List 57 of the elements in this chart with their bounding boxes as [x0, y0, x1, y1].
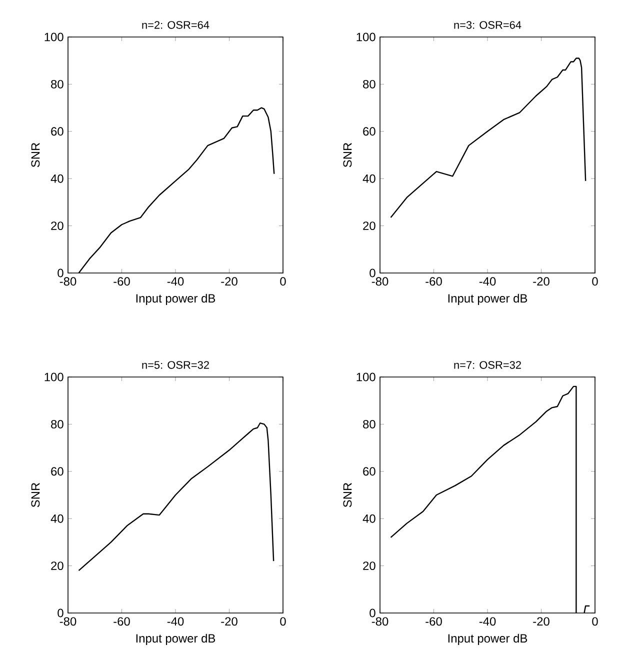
x-tick-label: -80: [372, 277, 388, 286]
x-tick-label: -40: [167, 277, 184, 286]
chart-title: n=2: OSR=64: [142, 21, 210, 29]
y-tick-label: 80: [363, 420, 376, 428]
x-tick-label: -20: [533, 617, 550, 626]
x-tick-label: -20: [221, 617, 238, 626]
y-tick-label: 60: [363, 127, 376, 136]
x-tick-label: -20: [533, 277, 550, 286]
y-tick-label: 0: [58, 608, 64, 618]
y-axis-title: SNR: [31, 142, 40, 168]
chart-title: n=5: OSR=32: [142, 361, 209, 369]
y-axis-title: SNR: [343, 142, 352, 168]
y-tick-label: 0: [58, 268, 64, 278]
x-tick-label: -20: [221, 277, 238, 286]
y-tick-label: 40: [50, 174, 64, 183]
y-tick-label: 80: [51, 80, 64, 88]
x-tick-label: -60: [426, 277, 442, 286]
y-tick-label: 60: [363, 467, 376, 476]
x-tick-label: -80: [60, 617, 76, 626]
x-axis-title: Input power dB: [448, 634, 528, 645]
y-tick-label: 0: [370, 608, 376, 618]
y-tick-label: 80: [51, 420, 64, 428]
x-tick-label: 0: [280, 617, 286, 626]
x-tick-label: -60: [114, 277, 130, 286]
y-tick-label: 100: [356, 372, 376, 382]
y-tick-label: 60: [51, 467, 64, 476]
x-tick-label: -80: [60, 277, 76, 286]
x-tick-label: -40: [167, 617, 184, 626]
y-tick-label: 80: [363, 80, 376, 88]
y-tick-label: 20: [363, 222, 376, 230]
x-axis-title: Input power dB: [136, 294, 216, 305]
y-axis-title: SNR: [343, 482, 352, 508]
x-tick-label: 0: [592, 617, 598, 626]
line-series: [390, 58, 586, 218]
y-tick-label: 100: [44, 32, 64, 42]
x-tick-label: -40: [479, 617, 496, 626]
chart-title: n=3: OSR=64: [454, 21, 522, 29]
y-tick-label: 40: [362, 174, 376, 183]
x-tick-label: -40: [479, 277, 496, 286]
x-tick-label: -60: [114, 617, 130, 626]
x-tick-label: -80: [372, 617, 388, 626]
x-axis-title: Input power dB: [448, 294, 528, 305]
y-axis-title: SNR: [31, 482, 40, 508]
y-tick-label: 20: [363, 562, 376, 570]
y-tick-label: 40: [362, 514, 376, 523]
x-axis-title: Input power dB: [136, 634, 216, 645]
x-tick-label: 0: [592, 277, 598, 286]
y-tick-label: 60: [51, 127, 64, 136]
x-tick-label: -60: [426, 617, 442, 626]
y-tick-label: 100: [44, 372, 64, 382]
y-tick-label: 100: [356, 32, 376, 42]
x-tick-label: 0: [280, 277, 286, 286]
y-tick-label: 20: [51, 222, 64, 230]
y-tick-label: 20: [51, 562, 64, 570]
y-tick-label: 0: [370, 268, 376, 278]
chart-title: n=7: OSR=32: [454, 361, 521, 369]
y-tick-label: 40: [50, 514, 64, 523]
